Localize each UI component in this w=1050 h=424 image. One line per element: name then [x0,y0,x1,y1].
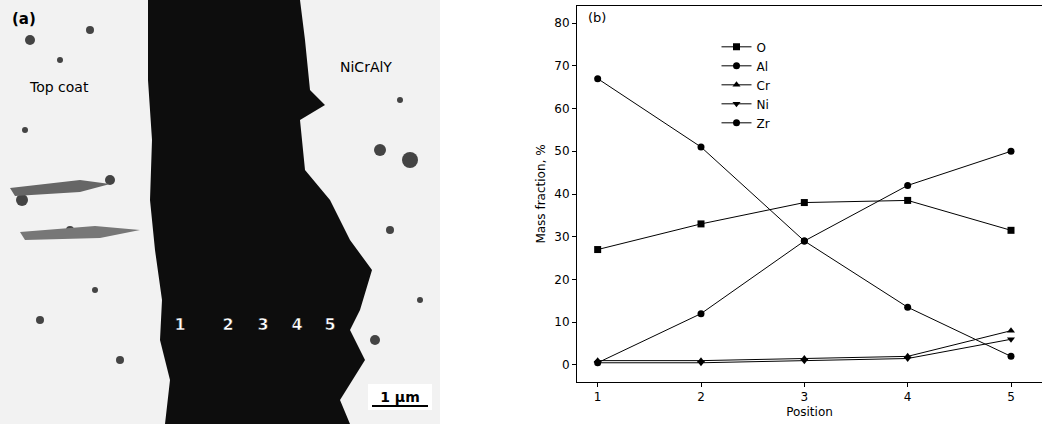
svg-text:5: 5 [1007,390,1015,404]
svg-text:30: 30 [554,230,569,244]
svg-text:Al: Al [757,60,769,74]
svg-text:Zr: Zr [757,117,770,131]
svg-text:3: 3 [257,315,268,334]
svg-text:0: 0 [562,358,570,372]
svg-text:4: 4 [291,315,302,334]
svg-text:Ni: Ni [757,98,769,112]
svg-text:1: 1 [594,390,602,404]
svg-text:80: 80 [554,16,569,30]
svg-text:Cr: Cr [757,79,770,93]
svg-text:Top coat: Top coat [29,79,89,95]
svg-text:20: 20 [554,273,569,287]
svg-text:40: 40 [554,187,569,201]
svg-text:70: 70 [554,59,569,73]
svg-text:NiCrAlY: NiCrAlY [340,59,392,75]
svg-text:4: 4 [904,390,912,404]
svg-text:2: 2 [697,390,705,404]
svg-text:O: O [757,41,766,55]
svg-text:5: 5 [324,315,335,334]
svg-text:(b): (b) [588,10,606,25]
svg-text:3: 3 [801,390,809,404]
svg-text:Mass fraction, %: Mass fraction, % [534,144,548,243]
svg-text:10: 10 [554,315,569,329]
svg-text:50: 50 [554,144,569,158]
svg-text:(a): (a) [12,10,36,28]
svg-text:60: 60 [554,102,569,116]
svg-text:2: 2 [222,315,233,334]
svg-text:Position: Position [786,405,833,419]
svg-text:1: 1 [174,315,185,334]
svg-text:1 μm: 1 μm [380,389,420,405]
